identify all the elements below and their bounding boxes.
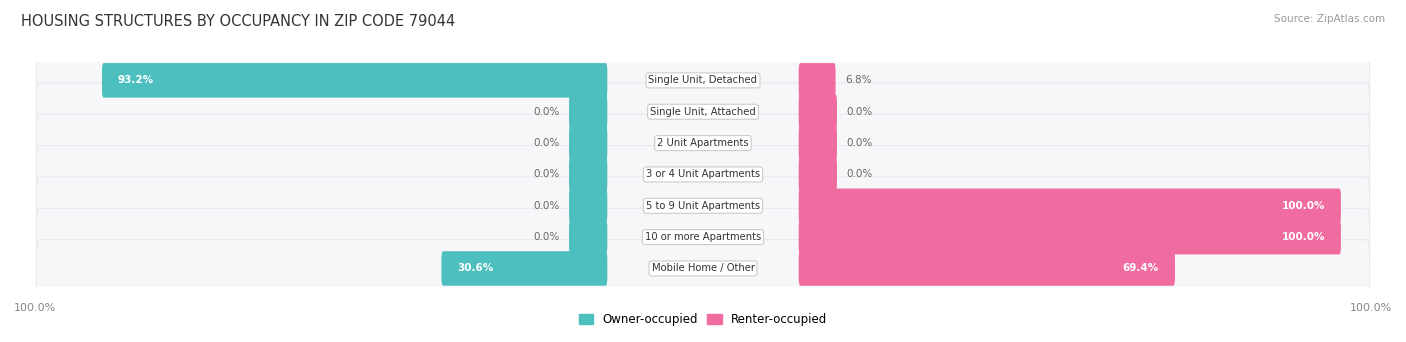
Text: 3 or 4 Unit Apartments: 3 or 4 Unit Apartments xyxy=(645,169,761,180)
Text: 0.0%: 0.0% xyxy=(846,169,873,180)
Text: 0.0%: 0.0% xyxy=(533,201,560,211)
Text: 100.0%: 100.0% xyxy=(14,303,56,313)
Text: 0.0%: 0.0% xyxy=(846,138,873,148)
FancyBboxPatch shape xyxy=(103,63,607,98)
Text: 10 or more Apartments: 10 or more Apartments xyxy=(645,232,761,242)
Text: 0.0%: 0.0% xyxy=(533,232,560,242)
FancyBboxPatch shape xyxy=(569,220,607,254)
Text: 30.6%: 30.6% xyxy=(457,263,494,274)
FancyBboxPatch shape xyxy=(799,251,1175,286)
Text: HOUSING STRUCTURES BY OCCUPANCY IN ZIP CODE 79044: HOUSING STRUCTURES BY OCCUPANCY IN ZIP C… xyxy=(21,14,456,29)
FancyBboxPatch shape xyxy=(37,83,1369,141)
Text: 100.0%: 100.0% xyxy=(1281,201,1324,211)
FancyBboxPatch shape xyxy=(799,157,837,192)
FancyBboxPatch shape xyxy=(799,220,1341,254)
Text: 6.8%: 6.8% xyxy=(845,75,872,86)
FancyBboxPatch shape xyxy=(799,94,837,129)
FancyBboxPatch shape xyxy=(37,177,1369,235)
FancyBboxPatch shape xyxy=(37,114,1369,172)
FancyBboxPatch shape xyxy=(37,240,1369,297)
Text: 69.4%: 69.4% xyxy=(1123,263,1159,274)
FancyBboxPatch shape xyxy=(799,188,1341,223)
Text: 93.2%: 93.2% xyxy=(118,75,155,86)
FancyBboxPatch shape xyxy=(569,188,607,223)
FancyBboxPatch shape xyxy=(37,52,1369,109)
Text: 5 to 9 Unit Apartments: 5 to 9 Unit Apartments xyxy=(645,201,761,211)
Text: Mobile Home / Other: Mobile Home / Other xyxy=(651,263,755,274)
FancyBboxPatch shape xyxy=(569,94,607,129)
FancyBboxPatch shape xyxy=(37,146,1369,203)
Text: Single Unit, Detached: Single Unit, Detached xyxy=(648,75,758,86)
Text: 2 Unit Apartments: 2 Unit Apartments xyxy=(657,138,749,148)
Text: 0.0%: 0.0% xyxy=(533,107,560,117)
Text: 0.0%: 0.0% xyxy=(533,138,560,148)
Text: Single Unit, Attached: Single Unit, Attached xyxy=(650,107,756,117)
FancyBboxPatch shape xyxy=(569,157,607,192)
FancyBboxPatch shape xyxy=(569,126,607,160)
Text: 0.0%: 0.0% xyxy=(846,107,873,117)
Text: 0.0%: 0.0% xyxy=(533,169,560,180)
Text: 100.0%: 100.0% xyxy=(1350,303,1392,313)
Legend: Owner-occupied, Renter-occupied: Owner-occupied, Renter-occupied xyxy=(574,308,832,331)
FancyBboxPatch shape xyxy=(37,208,1369,266)
Text: 100.0%: 100.0% xyxy=(1281,232,1324,242)
FancyBboxPatch shape xyxy=(441,251,607,286)
FancyBboxPatch shape xyxy=(799,126,837,160)
Text: Source: ZipAtlas.com: Source: ZipAtlas.com xyxy=(1274,14,1385,24)
FancyBboxPatch shape xyxy=(799,63,835,98)
